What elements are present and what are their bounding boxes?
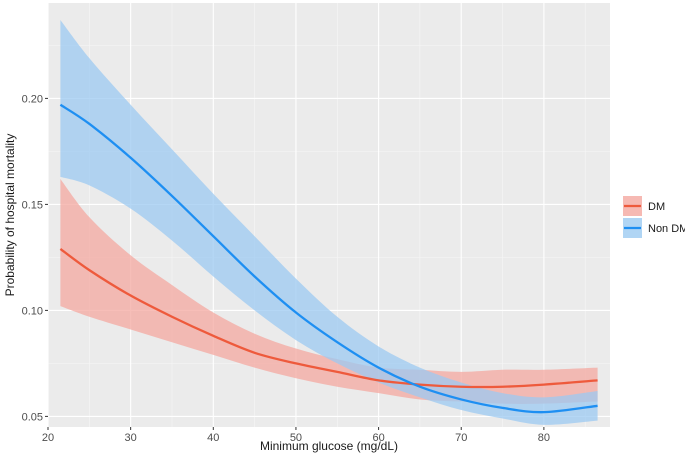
- y-tick-label: 0.20: [22, 93, 43, 105]
- x-tick-label: 70: [455, 432, 467, 444]
- legend: DM Non DM: [623, 196, 685, 238]
- confidence-ribbons: [60, 19, 598, 425]
- x-tick-label: 60: [372, 432, 384, 444]
- series-lines: [59, 103, 598, 414]
- x-tick-label: 80: [538, 432, 550, 444]
- x-axis: 20 30 40 50 60 70 80: [42, 427, 550, 444]
- x-tick-label: 30: [125, 432, 137, 444]
- y-tick-label: 0.15: [22, 199, 43, 211]
- x-tick-label: 20: [42, 432, 54, 444]
- x-axis-title: Minimum glucose (mg/dL): [260, 439, 398, 453]
- y-tick-label: 0.05: [22, 411, 43, 423]
- legend-label-non-dm: Non DM: [648, 223, 685, 235]
- line-dm: [59, 247, 598, 389]
- y-axis-title: Probability of hospital mortality: [3, 134, 17, 297]
- line-non-dm: [59, 103, 598, 414]
- x-tick-label: 40: [207, 432, 219, 444]
- y-axis: 0.05 0.10 0.15 0.20: [22, 93, 48, 423]
- y-tick-label: 0.10: [22, 305, 43, 317]
- ribbon-non-dm: [60, 19, 598, 425]
- ribbon-dm: [60, 178, 598, 404]
- legend-label-dm: DM: [648, 201, 665, 213]
- x-tick-label: 50: [290, 432, 302, 444]
